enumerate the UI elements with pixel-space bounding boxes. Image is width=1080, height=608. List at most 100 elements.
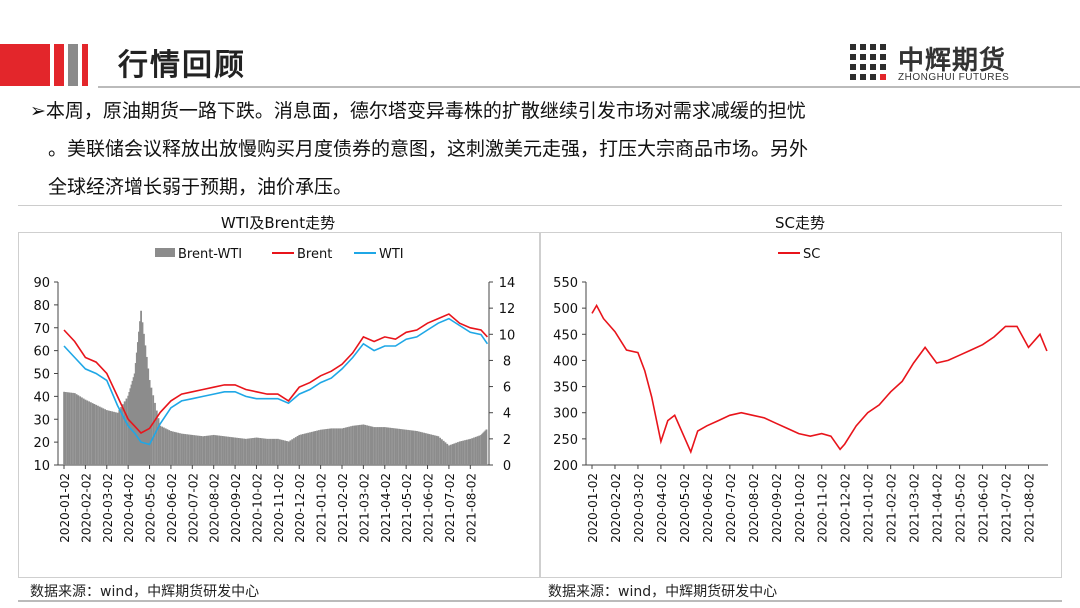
spread-bar: [221, 436, 224, 465]
spread-bar: [471, 438, 474, 465]
spread-bar: [86, 400, 89, 465]
logo-grid-dot: [850, 64, 856, 70]
spread-bar: [184, 434, 187, 465]
spread-bar: [145, 356, 148, 465]
y-tick-label: 550: [553, 276, 578, 291]
y-tick-label-right: 6: [503, 381, 511, 396]
summary-line: 全球经济增长弱于预期，油价承压。: [48, 176, 353, 198]
spread-bar: [328, 428, 331, 465]
spread-bar: [483, 431, 486, 465]
spread-bar: [481, 433, 484, 465]
y-tick-label: 250: [553, 433, 578, 448]
x-tick-label: 2021-05-02: [400, 473, 414, 543]
x-tick-label: 2020-12-02: [293, 473, 307, 543]
y-tick-label-left: 80: [33, 299, 50, 314]
legend-label: SC: [803, 247, 820, 262]
x-tick-label: 2020-06-02: [701, 473, 715, 543]
spread-bar: [77, 395, 80, 465]
spread-bar: [280, 439, 283, 465]
spread-bar: [79, 396, 82, 465]
spread-bar: [275, 438, 278, 465]
spread-bar: [293, 438, 295, 465]
spread-bar: [396, 428, 399, 465]
spread-bar: [75, 394, 78, 465]
spread-bar: [200, 436, 203, 465]
spread-bar: [168, 430, 171, 465]
spread-bar: [127, 395, 130, 465]
spread-bar: [180, 433, 183, 465]
spread-bar: [173, 431, 176, 465]
y-tick-label-left: 70: [33, 322, 50, 337]
spread-bar: [307, 432, 310, 465]
spread-bar: [433, 435, 436, 465]
spread-bar: [211, 435, 213, 465]
spread-bar: [412, 430, 415, 465]
spread-bar: [195, 435, 197, 465]
spread-bar: [271, 438, 274, 465]
spread-bar: [128, 392, 131, 465]
spread-bar: [394, 428, 397, 465]
wti-brent-chart: Brent-WTI Brent WTI90807060504030201014121…: [18, 232, 540, 578]
x-tick-label: 2021-07-02: [1000, 473, 1014, 543]
spread-bar: [389, 427, 392, 465]
spread-bar: [162, 427, 165, 465]
x-tick-label: 2021-02-02: [336, 473, 350, 543]
spread-bar: [250, 438, 253, 465]
spread-bar: [359, 424, 361, 465]
spread-bar: [467, 439, 470, 465]
spread-bar: [400, 429, 402, 465]
spread-bar: [341, 428, 343, 465]
spread-bar: [484, 430, 487, 465]
x-tick-label: 2021-08-02: [464, 473, 478, 543]
header-accent-bar: [68, 44, 78, 86]
logo-grid-dot: [850, 44, 856, 50]
spread-bar: [191, 434, 194, 465]
spread-bar: [230, 437, 233, 465]
spread-bar: [72, 392, 74, 465]
spread-bar: [129, 388, 132, 465]
y-tick-label-left: 40: [33, 390, 50, 405]
spread-bar: [364, 424, 367, 465]
logo-grid-dot: [870, 74, 876, 80]
spread-bar: [232, 437, 235, 465]
spread-bar: [73, 393, 76, 465]
spread-bar: [344, 427, 347, 465]
logo-grid-dot: [870, 54, 876, 60]
spread-bar: [289, 440, 292, 465]
spread-bar: [300, 434, 303, 465]
x-tick-label: 2020-01-02: [58, 473, 72, 543]
spread-bar: [252, 437, 254, 465]
spread-bar: [133, 373, 136, 465]
spread-bar: [120, 407, 123, 465]
summary-text: ➢本周，原油期货一路下跌。消息面，德尔塔变异毒株的扩散继续引发市场对需求减缓的担…: [30, 92, 1070, 206]
spread-bar: [371, 426, 374, 465]
spread-bar: [382, 427, 384, 465]
spread-bar: [294, 437, 297, 465]
spread-bar: [473, 437, 475, 465]
spread-bar: [478, 435, 481, 465]
spread-bar: [123, 401, 126, 465]
x-tick-label: 2020-10-02: [250, 473, 264, 543]
spread-bar: [378, 427, 381, 465]
spread-bar: [482, 432, 485, 465]
spread-bar: [465, 439, 468, 465]
y-tick-label-right: 14: [499, 276, 516, 291]
spread-bar: [186, 434, 188, 465]
spread-bar: [135, 352, 138, 465]
spread-bar: [318, 430, 320, 465]
spread-bar: [264, 438, 267, 465]
spread-bar: [369, 426, 372, 465]
spread-bar: [241, 438, 244, 465]
brent-line: [63, 313, 488, 434]
spread-bar: [255, 437, 258, 465]
spread-bar: [376, 427, 379, 465]
sc-chart: SC 550 500 450 400 350 300 250 200 2020-01-02 2020…: [540, 232, 1062, 578]
x-tick-label: 2020-06-02: [165, 473, 179, 543]
chart-frame: [540, 232, 1062, 578]
x-tick-label: 2020-01-02: [586, 473, 600, 543]
spread-bar: [159, 425, 162, 465]
logo-grid-dot: [880, 74, 886, 80]
x-tick-label: 2020-02-02: [609, 473, 623, 543]
spread-bar: [440, 439, 443, 465]
spread-bar: [432, 434, 434, 465]
